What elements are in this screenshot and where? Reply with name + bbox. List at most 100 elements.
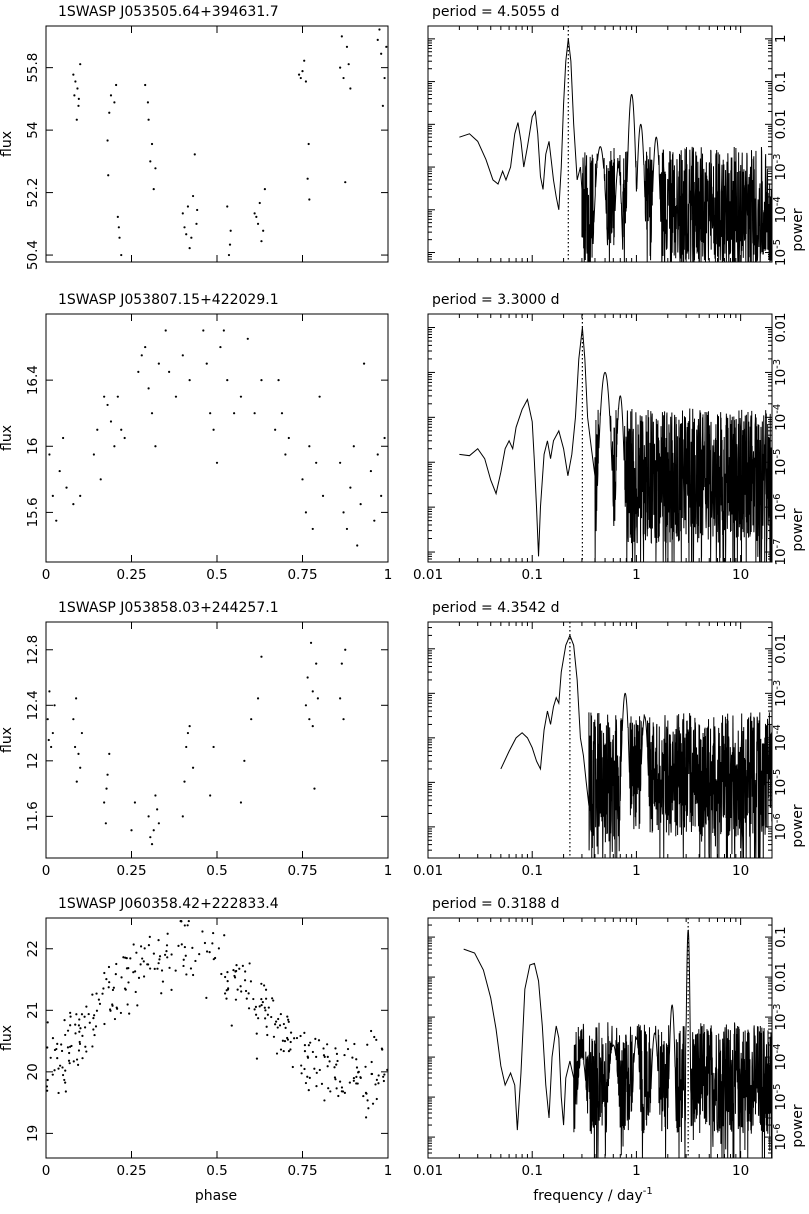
y-axis-title: power	[790, 804, 806, 848]
data-point	[311, 1050, 314, 1054]
data-point	[347, 63, 350, 66]
data-point	[297, 73, 301, 76]
data-point	[111, 988, 115, 992]
data-point	[328, 1060, 331, 1063]
data-point	[132, 943, 135, 946]
plot-frame	[427, 25, 773, 263]
panel-title: period = 0.3188 d	[432, 896, 560, 912]
data-point	[60, 1049, 64, 1053]
data-point	[51, 1037, 55, 1040]
data-point	[380, 1047, 384, 1050]
data-point	[238, 967, 241, 970]
data-point	[80, 1013, 84, 1016]
data-point	[291, 1065, 294, 1069]
data-point	[85, 1050, 88, 1053]
data-point	[84, 1045, 87, 1048]
data-point	[135, 951, 138, 954]
periodogram-line	[459, 327, 773, 563]
y-tick-label: 0.1	[773, 71, 789, 92]
y-tick-label: 19	[25, 1125, 41, 1142]
data-point	[318, 395, 321, 398]
data-point	[203, 941, 207, 945]
data-point	[75, 1058, 79, 1061]
data-point	[375, 1097, 378, 1101]
data-point	[127, 981, 130, 984]
y-tick-label: 10-4	[772, 404, 789, 431]
data-point	[180, 919, 183, 923]
data-point	[182, 964, 185, 968]
data-point	[109, 1009, 112, 1012]
data-point	[322, 1054, 326, 1057]
x-tick-label: 0.75	[287, 863, 317, 879]
panel-title: 1SWASP J060358.42+222833.4	[58, 896, 279, 912]
data-point	[287, 1050, 291, 1053]
data-point	[364, 1091, 368, 1094]
data-point	[334, 1047, 337, 1050]
data-point	[356, 544, 359, 547]
data-point	[228, 243, 232, 246]
data-point	[46, 1046, 49, 1049]
data-point	[74, 1023, 77, 1026]
y-tick-label: 10-3	[772, 1003, 789, 1030]
data-point	[282, 1049, 285, 1053]
data-point	[340, 1086, 344, 1089]
data-point	[93, 1014, 96, 1017]
y-tick-label: 10-4	[772, 1043, 789, 1070]
data-point	[150, 412, 154, 415]
panel-title: period = 4.5055 d	[432, 4, 560, 20]
data-point	[260, 998, 263, 1001]
data-point	[181, 212, 184, 215]
data-point	[186, 924, 189, 927]
data-point	[209, 794, 212, 797]
data-point	[66, 1046, 70, 1049]
data-point	[157, 822, 160, 825]
data-point	[263, 1006, 266, 1009]
x-tick-label: 0.1	[521, 567, 542, 583]
data-point	[95, 992, 98, 995]
data-point	[344, 1039, 348, 1042]
data-point	[287, 1018, 290, 1021]
data-point	[260, 379, 263, 382]
data-point	[181, 354, 184, 357]
data-point	[338, 1080, 342, 1083]
data-point	[191, 946, 194, 950]
y-axis-title: flux	[0, 727, 15, 753]
data-point	[51, 731, 54, 735]
data-point	[56, 1057, 59, 1060]
data-point	[158, 958, 161, 961]
data-point	[349, 486, 352, 489]
data-point	[320, 1082, 324, 1085]
data-point	[255, 1057, 259, 1060]
data-point	[385, 45, 388, 48]
data-point	[303, 1031, 306, 1034]
data-point	[64, 1090, 67, 1093]
panel-lightcurve-1: 1SWASP J053505.64+394631.7 50.4 52.2 54 55.8…	[0, 4, 389, 270]
data-point	[353, 1042, 356, 1046]
data-point	[287, 1020, 290, 1023]
data-point	[283, 1040, 287, 1043]
x-tick-label: 10	[732, 567, 749, 583]
data-point	[118, 236, 121, 239]
data-point	[156, 967, 159, 970]
y-tick-label: 10-4	[772, 196, 789, 223]
data-point	[78, 1018, 81, 1021]
data-point	[359, 1076, 362, 1079]
data-point	[115, 1006, 118, 1009]
data-point	[315, 662, 318, 665]
data-point	[223, 992, 227, 995]
data-point	[62, 436, 65, 440]
data-point	[383, 1073, 386, 1076]
x-tick-label: 1	[384, 567, 393, 583]
data-point	[142, 975, 146, 978]
data-point	[340, 662, 343, 665]
data-point	[57, 1091, 60, 1095]
data-point	[55, 519, 58, 522]
data-point	[77, 752, 80, 755]
data-point	[356, 1082, 359, 1085]
data-point	[303, 1044, 307, 1047]
periodogram-line	[463, 929, 773, 1159]
x-tick-label: 0.01	[413, 863, 443, 879]
data-point	[87, 1012, 90, 1016]
data-point	[64, 1069, 67, 1072]
